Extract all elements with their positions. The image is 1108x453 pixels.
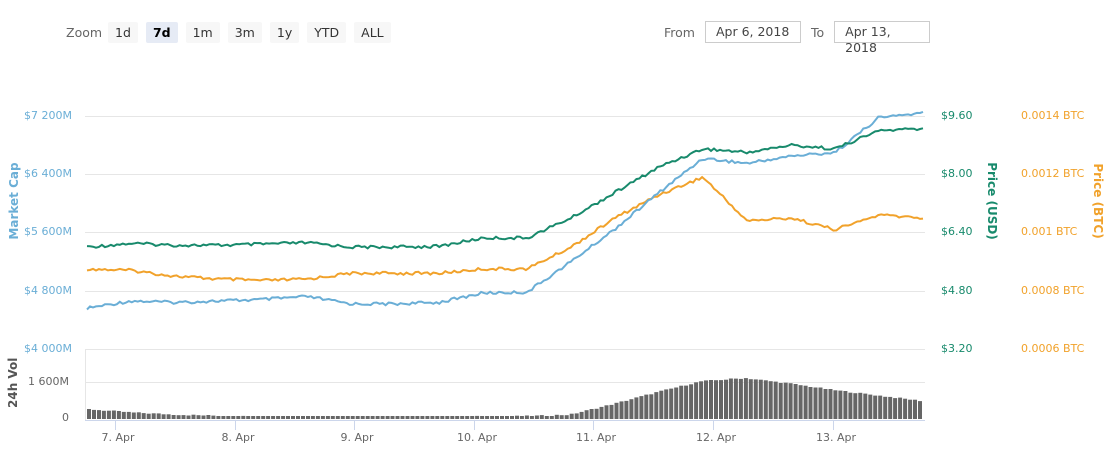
market-cap-line bbox=[86, 110, 924, 311]
from-date-input[interactable]: Apr 6, 2018 bbox=[704, 21, 801, 43]
price-usd-line bbox=[86, 127, 924, 250]
zoom-all-button[interactable]: ALL bbox=[354, 21, 391, 43]
zoom-1y-button[interactable]: 1y bbox=[269, 21, 300, 43]
x-tick-label: 8. Apr bbox=[221, 431, 255, 444]
zoom-label: Zoom bbox=[66, 24, 103, 40]
to-date-input[interactable]: Apr 13, 2018 bbox=[834, 21, 931, 55]
price-btc-tick: 0.0012 BTC bbox=[1021, 167, 1085, 180]
price-usd-tick: $8.00 bbox=[941, 167, 973, 180]
x-tick-label: 11. Apr bbox=[575, 431, 617, 444]
price-btc-tick: 0.0008 BTC bbox=[1021, 284, 1085, 297]
volume-tick: 0 bbox=[62, 411, 69, 424]
zoom-1d-button[interactable]: 1d bbox=[108, 21, 138, 43]
price-btc-tick: 0.001 BTC bbox=[1021, 225, 1078, 238]
volume-tick: 1 600M bbox=[28, 375, 69, 388]
x-tick-label: 10. Apr bbox=[456, 431, 498, 444]
market-cap-tick: $4 800M bbox=[24, 284, 72, 297]
volume-bars bbox=[87, 378, 922, 419]
zoom-1m-button[interactable]: 1m bbox=[185, 21, 220, 43]
market-cap-tick: $6 400M bbox=[24, 167, 72, 180]
market-cap-tick: $4 000M bbox=[24, 342, 72, 355]
price-usd-tick: $3.20 bbox=[941, 342, 973, 355]
price-btc-tick: 0.0006 BTC bbox=[1021, 342, 1085, 355]
price-usd-tick: $9.60 bbox=[941, 109, 973, 122]
from-label: From bbox=[664, 24, 695, 40]
range-selector: Zoom 1d 7d 1m 3m 1y YTD ALL bbox=[66, 21, 399, 43]
x-ticks bbox=[115, 420, 834, 430]
date-range: From Apr 6, 2018 To Apr 13, 2018 bbox=[664, 21, 931, 55]
price-btc-tick: 0.0014 BTC bbox=[1021, 109, 1085, 122]
zoom-7d-button[interactable]: 7d bbox=[145, 21, 178, 43]
zoom-ytd-button[interactable]: YTD bbox=[307, 21, 347, 43]
x-tick-label: 13. Apr bbox=[815, 431, 857, 444]
zoom-3m-button[interactable]: 3m bbox=[227, 21, 262, 43]
price-usd-tick: $6.40 bbox=[941, 225, 973, 238]
price-usd-tick: $4.80 bbox=[941, 284, 973, 297]
to-label: To bbox=[810, 24, 825, 40]
market-cap-tick: $7 200M bbox=[24, 109, 72, 122]
x-tick-label: 9. Apr bbox=[340, 431, 374, 444]
x-tick-label: 7. Apr bbox=[101, 431, 135, 444]
market-cap-tick: $5 600M bbox=[24, 225, 72, 238]
price-btc-line bbox=[86, 175, 924, 282]
x-tick-label: 12. Apr bbox=[695, 431, 737, 444]
gridlines bbox=[85, 116, 925, 420]
